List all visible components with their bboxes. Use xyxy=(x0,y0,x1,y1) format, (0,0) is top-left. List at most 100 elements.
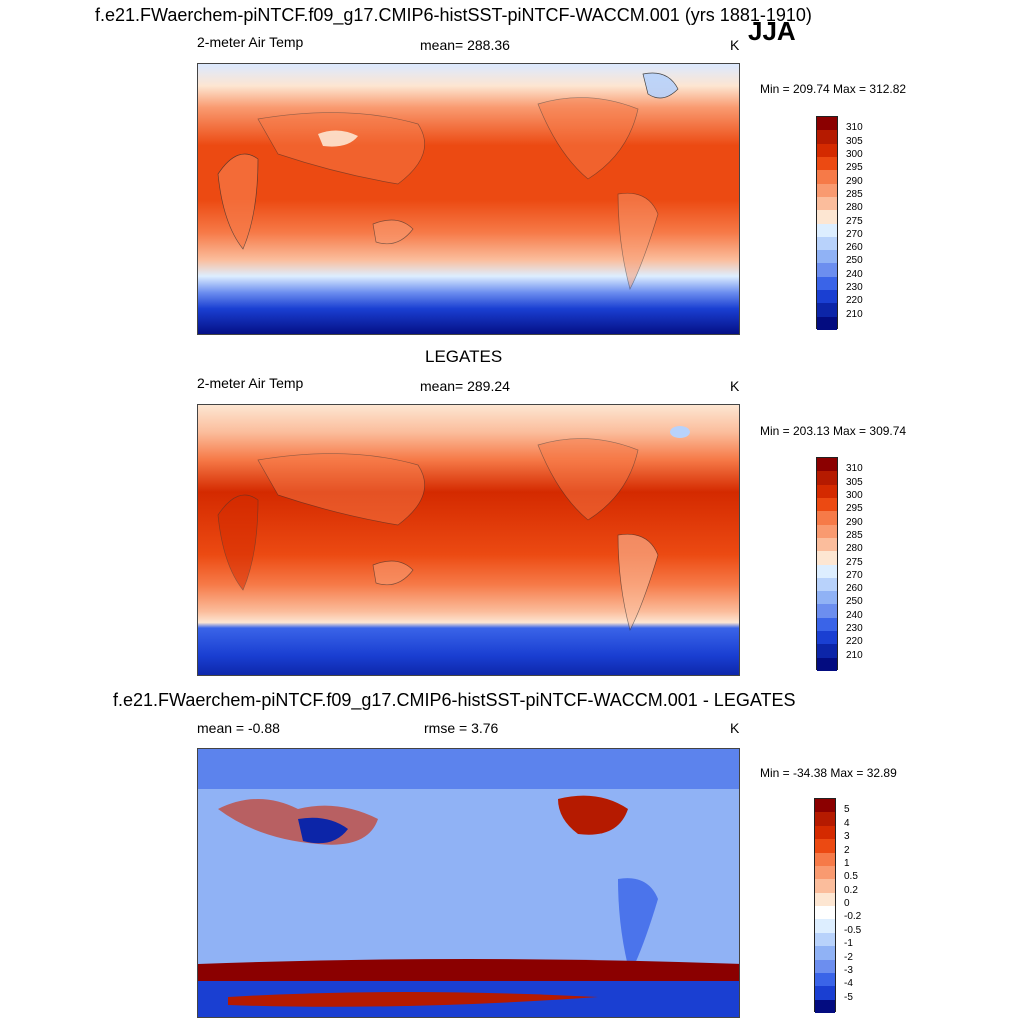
colorbar-swatch xyxy=(817,657,837,671)
colorbar-swatch xyxy=(817,143,837,157)
colorbar-swatch xyxy=(815,986,835,1000)
colorbar-tick-label: 2 xyxy=(844,844,850,856)
colorbar-swatch xyxy=(817,156,837,171)
colorbar-swatch xyxy=(817,511,837,525)
colorbar-swatch xyxy=(817,617,837,632)
panel3-mean-label: mean = -0.88 xyxy=(197,720,280,736)
colorbar-swatch xyxy=(817,484,837,498)
season-label: JJA xyxy=(748,16,796,46)
colorbar-tick-label: -3 xyxy=(844,964,853,976)
colorbar-tick-label: 230 xyxy=(846,282,863,294)
colorbar-tick-label: -5 xyxy=(844,991,853,1003)
colorbar-tick-label: 270 xyxy=(846,569,863,581)
colorbar-swatch xyxy=(817,290,837,304)
colorbar-tick-label: 295 xyxy=(846,503,863,515)
colorbar-swatch xyxy=(817,537,837,552)
colorbar-tick-label: 295 xyxy=(846,162,863,174)
panel2-minmax: Min = 203.13 Max = 309.74 xyxy=(760,424,907,438)
panel2-colorbar xyxy=(816,457,838,671)
colorbar-tick-label: 280 xyxy=(846,543,863,555)
colorbar-tick-label: 275 xyxy=(846,556,863,568)
panel2-variable-label: 2-meter Air Temp xyxy=(197,375,304,391)
colorbar-swatch xyxy=(817,497,837,512)
colorbar-tick-label: 5 xyxy=(844,804,850,816)
colorbar-swatch xyxy=(815,812,835,826)
colorbar-tick-label: 4 xyxy=(844,817,850,829)
colorbar-swatch xyxy=(817,236,837,251)
colorbar-tick-label: -1 xyxy=(844,938,853,950)
colorbar-tick-label: 270 xyxy=(846,228,863,240)
colorbar-tick-label: 310 xyxy=(846,463,863,475)
colorbar-tick-label: 240 xyxy=(846,609,863,621)
colorbar-tick-label: 1 xyxy=(844,857,850,869)
colorbar-swatch xyxy=(817,564,837,578)
panel3-units-label: K xyxy=(730,720,740,736)
colorbar-swatch xyxy=(815,999,835,1013)
colorbar-swatch xyxy=(815,879,835,893)
panel2-title: LEGATES xyxy=(425,347,503,366)
colorbar-swatch xyxy=(817,183,837,197)
colorbar-tick-label: 285 xyxy=(846,188,863,200)
panel1-variable-label: 2-meter Air Temp xyxy=(197,34,304,50)
colorbar-swatch xyxy=(815,799,835,813)
colorbar-tick-label: 3 xyxy=(844,831,850,843)
colorbar-swatch xyxy=(817,644,837,658)
panel1-units-label: K xyxy=(730,37,740,53)
panel1-mean-label: mean= 288.36 xyxy=(420,37,510,53)
colorbar-tick-label: 210 xyxy=(846,308,863,320)
colorbar-tick-label: 305 xyxy=(846,135,863,147)
colorbar-swatch xyxy=(817,130,837,144)
colorbar-swatch xyxy=(815,865,835,880)
colorbar-swatch xyxy=(815,919,835,933)
colorbar-swatch xyxy=(817,471,837,485)
colorbar-tick-label: 300 xyxy=(846,148,863,160)
colorbar-swatch xyxy=(817,551,837,565)
colorbar-tick-label: 290 xyxy=(846,516,863,528)
colorbar-tick-label: 0.5 xyxy=(844,871,858,883)
colorbar-swatch xyxy=(817,604,837,618)
colorbar-swatch xyxy=(815,839,835,853)
colorbar-tick-label: 280 xyxy=(846,202,863,214)
panel3-title: f.e21.FWaerchem-piNTCF.f09_g17.CMIP6-his… xyxy=(113,690,796,710)
panel1-map xyxy=(197,63,740,335)
panel1-colorbar xyxy=(816,116,838,330)
panel3-map xyxy=(197,748,740,1018)
panel2-mean-label: mean= 289.24 xyxy=(420,378,510,394)
colorbar-tick-label: -2 xyxy=(844,951,853,963)
colorbar-swatch xyxy=(817,117,837,131)
panel3-minmax: Min = -34.38 Max = 32.89 xyxy=(760,766,897,780)
panel2-units-label: K xyxy=(730,378,740,394)
colorbar-swatch xyxy=(815,906,835,920)
colorbar-swatch xyxy=(817,303,837,317)
colorbar-swatch xyxy=(815,932,835,947)
colorbar-swatch xyxy=(817,223,837,237)
colorbar-swatch xyxy=(817,577,837,592)
colorbar-swatch xyxy=(815,946,835,960)
colorbar-tick-label: 300 xyxy=(846,489,863,501)
colorbar-tick-label: 275 xyxy=(846,215,863,227)
panel2-map xyxy=(197,404,740,676)
colorbar-tick-label: 230 xyxy=(846,623,863,635)
colorbar-swatch xyxy=(815,825,835,840)
colorbar-tick-label: 220 xyxy=(846,295,863,307)
colorbar-swatch xyxy=(817,631,837,645)
colorbar-tick-label: 0 xyxy=(844,898,850,909)
colorbar-tick-label: 240 xyxy=(846,268,863,280)
colorbar-tick-label: -4 xyxy=(844,978,853,990)
colorbar-tick-label: 290 xyxy=(846,175,863,187)
colorbar-tick-label: 250 xyxy=(846,596,863,608)
colorbar-tick-label: 260 xyxy=(846,242,863,254)
colorbar-swatch xyxy=(817,458,837,472)
colorbar-tick-label: 305 xyxy=(846,476,863,488)
colorbar-tick-label: 0.2 xyxy=(844,884,858,896)
figure-title: f.e21.FWaerchem-piNTCF.f09_g17.CMIP6-his… xyxy=(95,5,812,25)
colorbar-tick-label: 220 xyxy=(846,636,863,648)
panel3-colorbar xyxy=(814,798,836,1013)
colorbar-swatch xyxy=(817,524,837,538)
colorbar-swatch xyxy=(817,591,837,605)
colorbar-swatch xyxy=(817,263,837,277)
panel3-rmse-label: rmse = 3.76 xyxy=(424,720,499,736)
colorbar-swatch xyxy=(817,170,837,184)
colorbar-swatch xyxy=(817,316,837,330)
colorbar-swatch xyxy=(815,852,835,866)
